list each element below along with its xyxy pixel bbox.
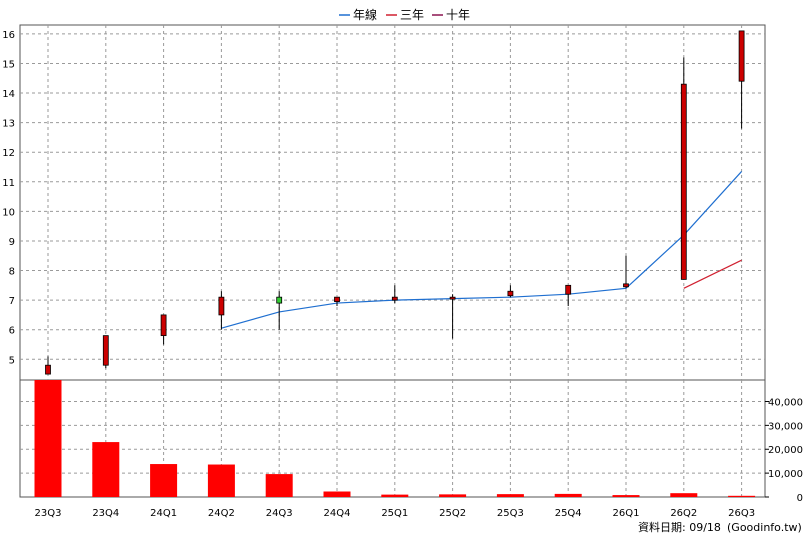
- volume-bar: [381, 494, 409, 497]
- legend-label-2: 三年: [400, 8, 424, 22]
- candle-body: [449, 296, 456, 300]
- candle-body: [680, 83, 687, 280]
- quarter-tick-label: 24Q2: [208, 508, 235, 519]
- quarter-tick-label: 25Q3: [497, 508, 524, 519]
- volume-bar: [92, 442, 120, 497]
- volume-bar: [207, 464, 235, 497]
- volume-tick-label: 40,000: [768, 397, 803, 408]
- volume-axis-ticks: 0 10,000 20,000 30,000 40,000: [765, 397, 803, 504]
- price-tick-label: 8: [9, 267, 15, 278]
- moving-average-lines: [221, 171, 743, 329]
- legend-label-1: 年線: [353, 7, 377, 22]
- price-tick-label: 9: [9, 237, 15, 248]
- volume-bar: [265, 474, 293, 497]
- volume-bar: [150, 464, 178, 497]
- candle-body: [565, 284, 572, 295]
- quarter-tick-label: 26Q1: [613, 508, 640, 519]
- price-tick-label: 7: [9, 296, 15, 307]
- legend-label-3: 十年: [446, 8, 470, 22]
- volume-bar: [34, 380, 62, 497]
- price-tick-label: 11: [2, 178, 15, 189]
- quarter-tick-label: 26Q2: [670, 508, 697, 519]
- price-tick-label: 15: [2, 59, 15, 70]
- price-tick-label: 14: [2, 89, 15, 100]
- quarter-tick-label: 23Q4: [92, 508, 119, 519]
- quarter-tick-label: 24Q3: [266, 508, 293, 519]
- quarter-tick-label: 25Q2: [439, 508, 466, 519]
- quarter-tick-label: 24Q4: [324, 508, 351, 519]
- price-tick-label: 12: [2, 148, 15, 159]
- volume-bars: [34, 380, 756, 497]
- volume-tick-label: 0: [797, 493, 803, 504]
- candlesticks: [45, 30, 745, 375]
- price-tick-label: 10: [2, 207, 15, 218]
- volume-panel-frame: [19, 379, 766, 498]
- price-axis-ticks: 5 6 7 8 9 10 11 12 13 14 15 16: [2, 30, 15, 366]
- candle-body: [507, 290, 514, 297]
- candle-body: [391, 296, 398, 301]
- quarter-tick-label: 24Q1: [150, 508, 177, 519]
- volume-grid: [20, 380, 765, 497]
- quarter-tick-label: 25Q4: [555, 508, 582, 519]
- data-date-label: 資料日期: 09/18: [638, 520, 721, 534]
- legend: 年線 三年 十年: [339, 7, 470, 22]
- price-tick-label: 16: [2, 30, 15, 41]
- candle-body: [45, 364, 51, 375]
- candle-body: [218, 296, 225, 316]
- quarter-axis-ticks: 23Q3 23Q4 24Q1 24Q2 24Q3 24Q4 25Q1 25Q2 25Q3 25Q4…: [35, 508, 756, 519]
- moving-average-line: [221, 171, 743, 329]
- candle-body: [738, 30, 745, 82]
- candle-body: [276, 296, 283, 304]
- price-tick-label: 5: [9, 355, 15, 366]
- quarter-tick-label: 26Q3: [728, 508, 755, 519]
- volume-tick-label: 20,000: [768, 445, 803, 456]
- price-tick-label: 6: [9, 326, 15, 337]
- candle-body: [102, 335, 109, 366]
- candle-body: [623, 283, 629, 288]
- candle-body: [334, 296, 340, 303]
- candle-body: [160, 314, 167, 337]
- price-panel-frame: [19, 24, 766, 381]
- source-label: (Goodinfo.tw): [727, 521, 802, 534]
- quarter-tick-label: 23Q3: [35, 508, 62, 519]
- volume-tick-label: 30,000: [768, 421, 803, 432]
- volume-bar: [612, 495, 640, 497]
- volume-bar: [323, 491, 351, 497]
- price-grid: [20, 25, 765, 380]
- volume-tick-label: 10,000: [768, 469, 803, 480]
- volume-bar: [439, 494, 467, 497]
- volume-bar: [728, 495, 756, 497]
- moving-average-line: [683, 259, 742, 289]
- volume-bar: [496, 494, 524, 497]
- quarter-tick-label: 25Q1: [381, 508, 408, 519]
- price-tick-label: 13: [2, 119, 15, 130]
- volume-bar: [554, 493, 582, 497]
- volume-bar: [670, 493, 698, 497]
